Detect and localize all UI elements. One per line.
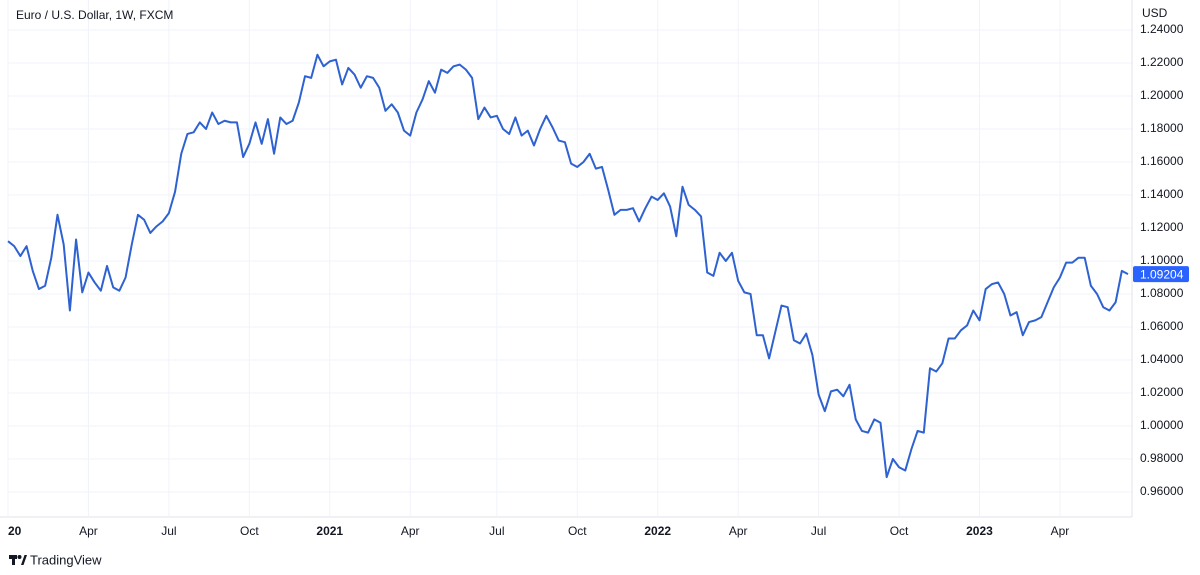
x-tick-label: 20 bbox=[8, 524, 22, 538]
y-tick-label: 1.02000 bbox=[1140, 385, 1184, 399]
x-tick-label: Apr bbox=[729, 524, 748, 538]
x-tick-label: Apr bbox=[401, 524, 420, 538]
x-tick-label: Jul bbox=[161, 524, 176, 538]
x-tick-label: Jul bbox=[811, 524, 826, 538]
x-tick-label: Jul bbox=[489, 524, 504, 538]
y-tick-label: 1.08000 bbox=[1140, 286, 1184, 300]
last-price-label: 1.09204 bbox=[1140, 267, 1184, 281]
y-tick-label: 1.06000 bbox=[1140, 319, 1184, 333]
x-tick-label: 2022 bbox=[644, 524, 671, 538]
y-axis-unit: USD bbox=[1142, 6, 1168, 20]
y-tick-label: 1.22000 bbox=[1140, 55, 1184, 69]
x-tick-label: 2023 bbox=[966, 524, 993, 538]
y-tick-label: 1.24000 bbox=[1140, 22, 1184, 36]
y-tick-label: 1.18000 bbox=[1140, 121, 1184, 135]
price-line bbox=[7, 53, 1129, 479]
y-tick-label: 1.00000 bbox=[1140, 418, 1184, 432]
x-tick-label: Apr bbox=[79, 524, 98, 538]
brand-logo: TradingView bbox=[9, 552, 102, 567]
y-tick-label: 1.20000 bbox=[1140, 88, 1184, 102]
y-tick-label: 0.98000 bbox=[1140, 451, 1184, 465]
y-tick-label: 1.14000 bbox=[1140, 187, 1184, 201]
brand-name: TradingView bbox=[30, 552, 102, 567]
x-tick-label: Apr bbox=[1051, 524, 1070, 538]
y-tick-label: 1.04000 bbox=[1140, 352, 1184, 366]
y-tick-label: 1.12000 bbox=[1140, 220, 1184, 234]
last-price-box bbox=[1133, 266, 1189, 283]
y-tick-label: 1.10000 bbox=[1140, 253, 1184, 267]
chart-title: Euro / U.S. Dollar, 1W, FXCM bbox=[16, 8, 173, 22]
y-tick-label: 0.96000 bbox=[1140, 484, 1184, 498]
x-tick-label: Oct bbox=[240, 524, 259, 538]
x-tick-label: 2021 bbox=[316, 524, 343, 538]
x-tick-label: Oct bbox=[568, 524, 587, 538]
x-tick-label: Oct bbox=[890, 524, 909, 538]
y-tick-label: 1.16000 bbox=[1140, 154, 1184, 168]
